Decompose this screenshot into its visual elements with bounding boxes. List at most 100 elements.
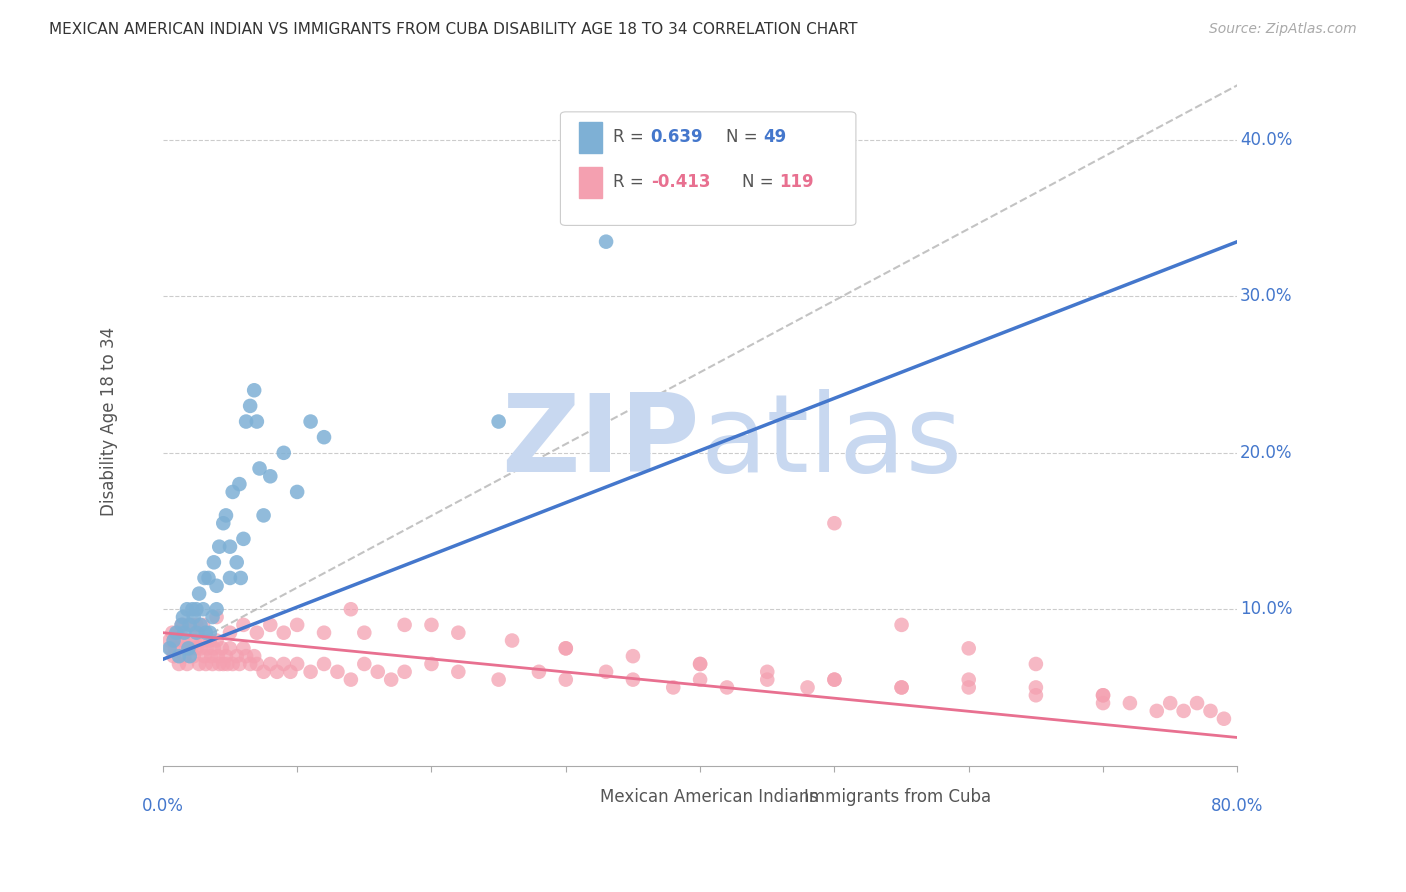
Point	[180, 641, 202, 656]
Point	[188, 657, 211, 671]
Point	[501, 633, 523, 648]
Point	[177, 641, 200, 656]
Point	[1025, 688, 1047, 702]
Point	[340, 673, 363, 687]
Point	[176, 657, 198, 671]
Point	[162, 633, 184, 648]
Point	[219, 571, 242, 585]
Text: 10.0%: 10.0%	[1240, 600, 1292, 618]
Point	[1092, 696, 1115, 710]
Point	[176, 602, 198, 616]
Point	[380, 673, 402, 687]
Point	[246, 657, 269, 671]
Point	[181, 618, 204, 632]
Point	[177, 641, 200, 656]
Point	[198, 633, 221, 648]
Point	[239, 399, 262, 413]
Point	[201, 657, 224, 671]
Point	[1213, 712, 1236, 726]
Point	[179, 649, 201, 664]
Point	[273, 657, 295, 671]
Point	[273, 625, 295, 640]
Point	[488, 415, 510, 429]
Point	[280, 665, 302, 679]
Point	[191, 618, 214, 632]
Point	[169, 625, 191, 640]
Point	[217, 657, 239, 671]
Point	[285, 484, 308, 499]
Point	[235, 649, 257, 664]
Point	[756, 673, 779, 687]
Point	[167, 657, 190, 671]
Point	[187, 625, 209, 640]
Point	[890, 618, 912, 632]
Point	[229, 571, 252, 585]
Point	[1025, 681, 1047, 695]
Point	[1092, 688, 1115, 702]
Point	[201, 610, 224, 624]
Point	[273, 446, 295, 460]
Bar	[579, 122, 602, 153]
Point	[447, 625, 470, 640]
Point	[312, 430, 335, 444]
Point	[205, 579, 228, 593]
Point	[239, 657, 262, 671]
Point	[312, 625, 335, 640]
Point	[197, 571, 219, 585]
Text: Source: ZipAtlas.com: Source: ZipAtlas.com	[1209, 22, 1357, 37]
Point	[193, 649, 215, 664]
Point	[184, 633, 207, 648]
Point	[259, 618, 281, 632]
Point	[195, 641, 218, 656]
Point	[554, 673, 576, 687]
Point	[957, 641, 980, 656]
Point	[394, 618, 416, 632]
Point	[823, 673, 845, 687]
Point	[186, 602, 208, 616]
Point	[353, 657, 375, 671]
Text: -0.413: -0.413	[651, 173, 710, 191]
Point	[163, 641, 186, 656]
Point	[554, 641, 576, 656]
Point	[243, 384, 266, 398]
Point	[823, 516, 845, 531]
Point	[170, 618, 193, 632]
Point	[957, 673, 980, 687]
Point	[221, 657, 243, 671]
Point	[527, 665, 550, 679]
Point	[1199, 704, 1222, 718]
Point	[212, 516, 235, 531]
Point	[202, 641, 225, 656]
Point	[252, 508, 274, 523]
Point	[172, 618, 194, 632]
Point	[299, 665, 322, 679]
Point	[285, 618, 308, 632]
Text: Mexican American Indians: Mexican American Indians	[600, 789, 818, 806]
Point	[228, 477, 250, 491]
Point	[173, 649, 195, 664]
Point	[165, 633, 187, 648]
Point	[353, 625, 375, 640]
Point	[796, 681, 818, 695]
Point	[207, 649, 229, 664]
Point	[173, 625, 195, 640]
Point	[554, 641, 576, 656]
Point	[890, 681, 912, 695]
Point	[312, 657, 335, 671]
Point	[689, 657, 711, 671]
Point	[266, 665, 288, 679]
Point	[689, 673, 711, 687]
Point	[190, 641, 212, 656]
Point	[228, 657, 250, 671]
Point	[420, 618, 443, 632]
Text: R =: R =	[613, 128, 650, 146]
Point	[1025, 657, 1047, 671]
Text: 20.0%: 20.0%	[1240, 444, 1292, 462]
Point	[394, 665, 416, 679]
Point	[259, 657, 281, 671]
Point	[208, 657, 231, 671]
Point	[190, 618, 212, 632]
Point	[215, 508, 238, 523]
Point	[160, 641, 183, 656]
Point	[1092, 688, 1115, 702]
